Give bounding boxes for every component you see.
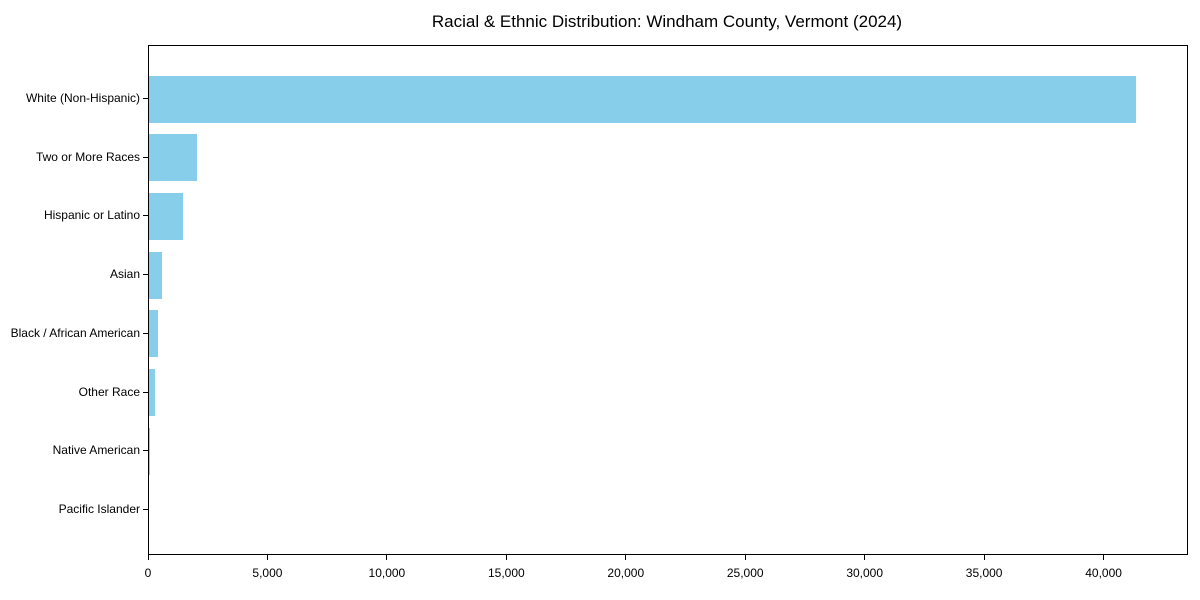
bar-white-non-hispanic — [149, 75, 1136, 123]
bar-other-race — [149, 369, 155, 416]
chart-title: Racial & Ethnic Distribution: Windham Co… — [431, 12, 903, 31]
bar-hispanic-or-latino — [149, 192, 183, 240]
x-tick-mark — [505, 555, 507, 560]
x-tick-label-30000: 30,000 — [846, 566, 884, 580]
bar-two-or-more-races — [149, 134, 197, 182]
y-tick-label-asian: Asian — [109, 267, 140, 282]
y-tick-mark — [143, 98, 148, 99]
x-tick-mark — [266, 555, 268, 560]
y-tick-label-pacific-islander: Pacific Islander — [58, 501, 140, 516]
y-tick-mark — [143, 215, 148, 217]
x-tick-label-25000: 25,000 — [726, 566, 764, 580]
x-tick-mark — [147, 555, 149, 560]
x-tick-mark — [386, 555, 388, 560]
bar-asian — [149, 251, 162, 299]
x-tick-label-10000: 10,000 — [368, 566, 406, 580]
x-tick-mark — [625, 555, 627, 560]
y-tick-label-hispanic-or-latino: Hispanic or Latino — [43, 208, 140, 223]
x-tick-mark — [1103, 555, 1105, 560]
y-tick-mark — [143, 156, 148, 158]
y-tick-label-two-or-more-races: Two or More Races — [35, 149, 140, 164]
x-tick-label-15000: 15,000 — [487, 566, 525, 580]
y-tick-mark — [143, 274, 148, 276]
y-tick-label-black-african-american: Black / African American — [10, 325, 140, 340]
y-tick-mark — [143, 391, 148, 393]
bar-native-american — [149, 427, 150, 475]
y-tick-mark — [143, 450, 148, 452]
y-tick-label-white-non-hispanic: White (Non-Hispanic) — [25, 91, 140, 105]
bar-black-african-american — [149, 310, 158, 358]
x-tick-label-5000: 5,000 — [252, 566, 283, 580]
y-tick-label-other-race: Other Race — [78, 384, 140, 399]
x-tick-label-35000: 35,000 — [965, 566, 1003, 580]
plot-area — [148, 45, 1188, 555]
x-tick-mark — [983, 555, 985, 560]
x-tick-label-0: 0 — [144, 566, 152, 580]
y-tick-label-native-american: Native American — [52, 443, 140, 458]
x-tick-label-20000: 20,000 — [607, 566, 645, 580]
y-tick-mark — [143, 508, 148, 510]
x-tick-mark — [744, 555, 746, 560]
x-tick-label-40000: 40,000 — [1085, 566, 1122, 580]
x-tick-mark — [864, 555, 866, 560]
y-tick-mark — [143, 332, 148, 334]
